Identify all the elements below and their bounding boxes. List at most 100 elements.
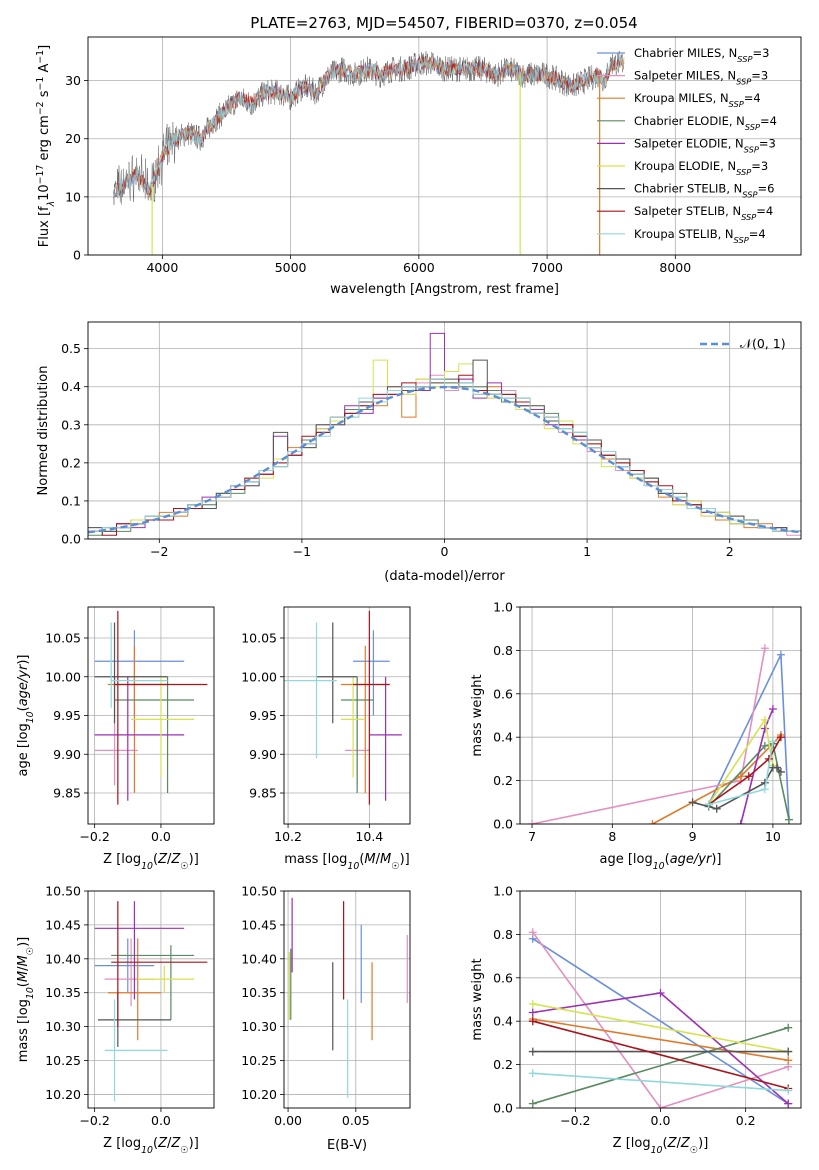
plot-area	[528, 644, 793, 824]
panel-spectrum: 4000 5000 6000 7000 8000 0 10 20 30 wavelength [A…	[35, 36, 802, 297]
y-tick-label: 10.25	[45, 1053, 81, 1068]
weight-marker	[528, 928, 537, 937]
panel-mass_vs_EBV: 0.00 0.05 10.20 10.25 10.30 10.35 10.40 10.45 10…	[241, 884, 411, 1153]
axes-frame	[87, 36, 802, 256]
gaussian-curve	[88, 385, 801, 534]
weight-series-line	[532, 931, 789, 1108]
x-tick-label: 8	[608, 829, 616, 844]
panel-mass_vs_Z: −0.2 0.0 10.20 10.25 10.30 10.35 10.40 10.45 10.…	[16, 884, 215, 1156]
legend-label: Salpeter MILES, NSSP=3	[634, 69, 768, 87]
x-tick-label: 5000	[275, 260, 307, 275]
x-axis-label: wavelength [Angstrom, rest frame]	[330, 282, 559, 297]
x-tick-label: 0.00	[274, 1113, 302, 1128]
y-axis-label: mass weight	[470, 674, 485, 756]
panel-age_vs_Z: −0.2 0.0 9.85 9.90 9.95 10.00 10.05 Z [log10(Z/…	[16, 606, 215, 872]
weight-marker	[528, 999, 537, 1008]
y-tick-label: 20	[65, 131, 81, 146]
legend-label: Salpeter STELIB, NSSP=4	[634, 204, 773, 222]
legend-label: Salpeter ELODIE, NSSP=3	[634, 136, 776, 154]
y-tick-label: 10.20	[241, 1087, 277, 1102]
weight-marker	[768, 737, 777, 746]
y-tick-label: 30	[65, 73, 81, 88]
x-tick-label: 9	[689, 829, 697, 844]
axes-frame	[87, 321, 802, 540]
y-tick-label: 0	[73, 248, 81, 263]
y-tick-label: 0.4	[493, 1014, 513, 1029]
legend-label: Chabrier MILES, NSSP=3	[634, 46, 769, 64]
y-tick-label: 9.85	[249, 786, 277, 801]
weight-series-line	[532, 1018, 789, 1062]
weight-marker	[688, 798, 697, 807]
x-tick-label: 4000	[146, 260, 178, 275]
x-tick-label: −0.2	[79, 1113, 109, 1128]
y-tick-label: 10.00	[45, 669, 81, 684]
y-tick-label: 10.40	[45, 951, 81, 966]
histogram-step-line	[88, 359, 801, 532]
y-tick-label: 10.45	[45, 917, 81, 932]
weight-marker	[772, 763, 781, 772]
y-tick-label: 10.05	[45, 631, 81, 646]
y-tick-label: 0.4	[61, 379, 81, 394]
x-axis-label: Z [log10(Z/Z☉)]	[103, 852, 199, 872]
y-tick-label: 9.85	[53, 786, 81, 801]
y-tick-label: 10.35	[45, 985, 81, 1000]
y-tick-label: 9.95	[249, 708, 277, 723]
legend-label: Kroupa MILES, NSSP=4	[634, 91, 761, 109]
x-tick-label: 0	[441, 544, 449, 559]
y-tick-label: 0.0	[493, 817, 513, 832]
plot-area	[88, 332, 801, 536]
weight-marker	[776, 650, 785, 659]
weight-series-line	[708, 736, 782, 806]
x-tick-label: 0.0	[651, 1113, 671, 1128]
weight-marker	[528, 1099, 537, 1108]
y-tick-label: 1.0	[493, 884, 513, 899]
y-tick-label: 0.0	[61, 532, 81, 547]
panel-residuals: −2 −1 0 1 2 0.0 0.1 0.2 0.3 0.4 0.5 𝒩(0, 1) (data-mo…	[36, 321, 802, 584]
x-axis-label: mass [log10(M/M☉)]	[284, 852, 410, 872]
panel-age_vs_mass: 10.2 10.4 9.85 9.90 9.95 10.00 10.05 mass [log1…	[241, 606, 411, 872]
y-tick-label: 10.25	[241, 1053, 277, 1068]
weight-marker	[784, 1047, 793, 1056]
x-tick-label: 10	[765, 829, 781, 844]
y-tick-label: 9.90	[249, 747, 277, 762]
axes-frame	[283, 890, 411, 1109]
weight-marker	[736, 820, 745, 824]
plot-area	[284, 610, 402, 805]
y-tick-label: 10.05	[241, 631, 277, 646]
weight-marker	[760, 715, 769, 724]
x-axis-label: Z [log10(Z/Z☉)]	[613, 1136, 709, 1156]
model-spectrum-line	[113, 55, 625, 198]
axes-frame	[519, 890, 802, 1109]
x-tick-label: −0.2	[560, 1113, 590, 1128]
weight-marker	[784, 1056, 793, 1065]
y-tick-label: 0.5	[61, 341, 81, 356]
x-tick-label: 7000	[531, 260, 563, 275]
x-axis-label: (data-model)/error	[384, 569, 505, 584]
y-tick-label: 0.8	[493, 927, 513, 942]
y-tick-label: 10.30	[241, 1019, 277, 1034]
panel-weight_vs_age: 7 8 9 10 0.0 0.2 0.4 0.6 0.8 1.0 age [log10(age/yr…	[470, 600, 802, 872]
weight-marker	[784, 1023, 793, 1032]
y-tick-label: 0.0	[493, 1101, 513, 1116]
weight-series-line	[532, 1072, 789, 1092]
y-tick-label: 0.2	[493, 773, 513, 788]
x-axis-label: age [log10(age/yr)]	[599, 852, 721, 872]
weight-marker	[776, 733, 785, 742]
plot-area	[94, 610, 208, 805]
y-tick-label: 0.6	[493, 686, 513, 701]
panel-weight_vs_Z: −0.2 0.0 0.2 0.0 0.2 0.4 0.6 0.8 1.0 Z [log10(Z/Z…	[470, 884, 802, 1156]
legend-label: Kroupa STELIB, NSSP=4	[634, 227, 766, 245]
legend: Chabrier MILES, NSSP=3 Salpeter MILES, NS…	[597, 46, 777, 245]
y-tick-label: 10.35	[241, 985, 277, 1000]
weight-marker	[656, 1104, 665, 1108]
legend-label: 𝒩(0, 1)	[740, 336, 786, 351]
weight-series-line	[692, 766, 782, 810]
axes-frame	[87, 890, 215, 1109]
y-axis-label: mass [log10(M/M☉)]	[16, 937, 36, 1063]
x-tick-label: 2	[726, 544, 734, 559]
weight-marker	[760, 724, 769, 733]
plot-area	[528, 928, 793, 1108]
y-tick-label: 9.95	[53, 708, 81, 723]
y-axis-label: Normed distribution	[36, 366, 51, 496]
